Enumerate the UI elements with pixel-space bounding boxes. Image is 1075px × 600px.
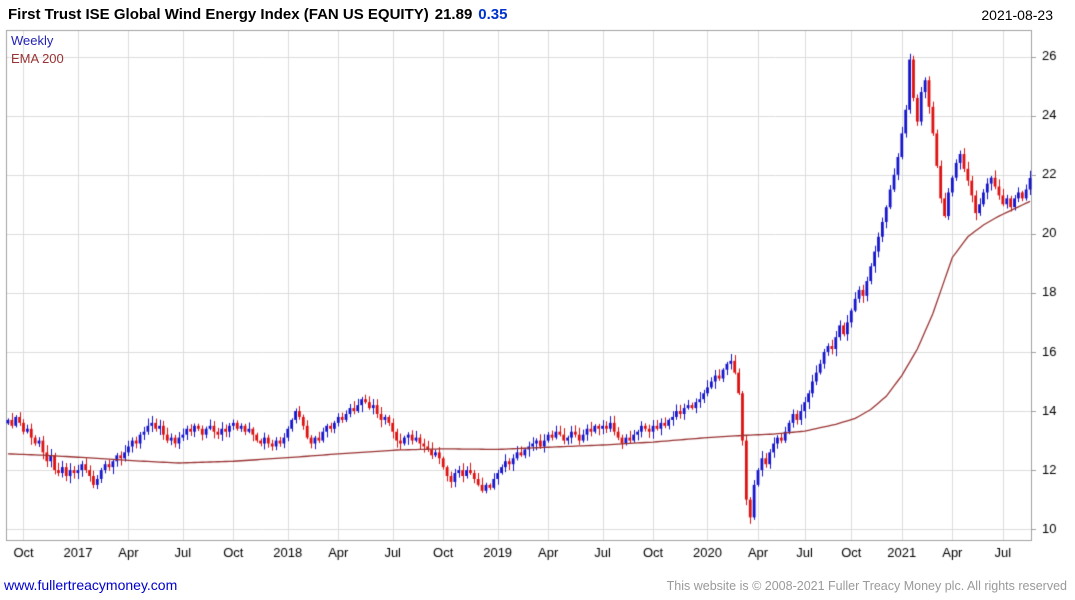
timeframe-label: Weekly <box>11 33 54 48</box>
site-link[interactable]: www.fullertreacymoney.com <box>4 577 178 593</box>
chart-header: First Trust ISE Global Wind Energy Index… <box>8 6 508 23</box>
last-price: 21.89 <box>434 6 473 23</box>
instrument-title: First Trust ISE Global Wind Energy Index… <box>8 6 429 23</box>
ema-legend-label: EMA 200 <box>11 51 64 66</box>
copyright-text: This website is © 2008-2021 Fuller Treac… <box>666 579 1067 593</box>
price-change: 0.35 <box>478 6 508 23</box>
chart-date: 2021-08-23 <box>981 7 1053 23</box>
